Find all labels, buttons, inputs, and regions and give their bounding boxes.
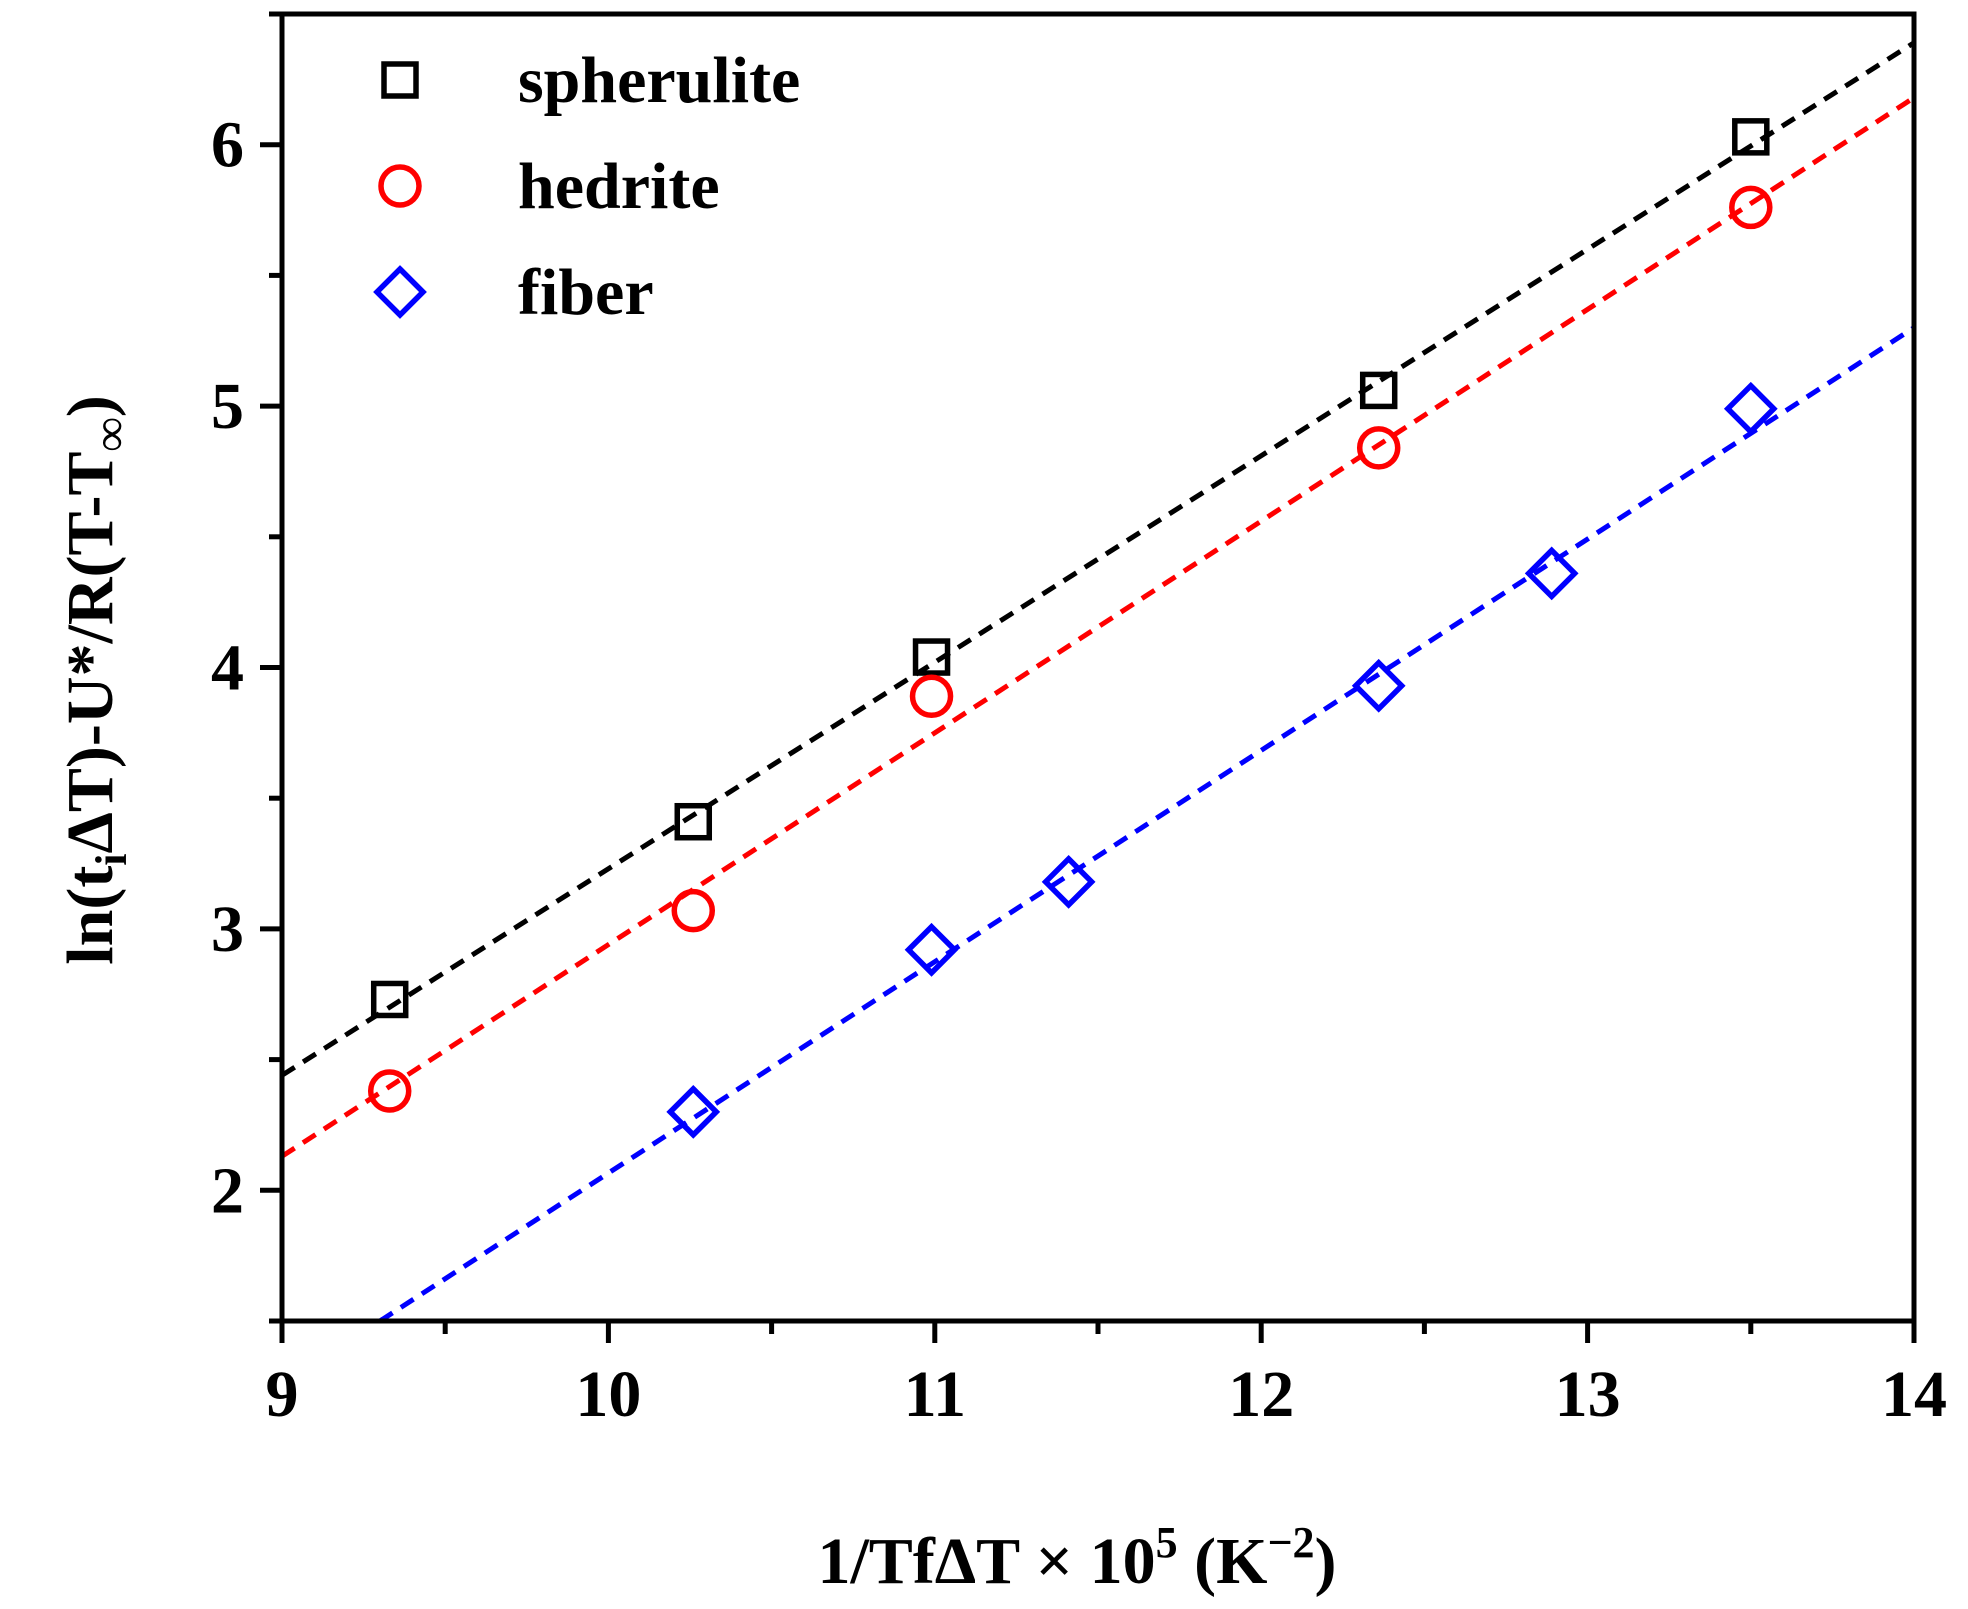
y-tick-label: 4 xyxy=(211,632,244,705)
x-axis-title-main: 1/TfΔT × 10 xyxy=(817,1525,1155,1598)
x-tick-label: 12 xyxy=(1228,1358,1294,1431)
data-point-fiber xyxy=(1041,854,1096,909)
y-tick-label: 2 xyxy=(211,1154,244,1227)
y-axis-title: ln(tiΔT)-U*/R(T-T∞) xyxy=(54,395,137,964)
legend-label-fiber: fiber xyxy=(518,256,654,329)
data-point-spherulite xyxy=(1359,371,1398,410)
y-tick-label: 6 xyxy=(211,109,244,182)
y-axis-title-subscript: i xyxy=(87,853,136,865)
legend-label-hedrite: hedrite xyxy=(518,150,720,223)
data-point-fiber xyxy=(1351,658,1406,713)
legend-marker-hedrite xyxy=(378,164,422,208)
data-point-spherulite xyxy=(674,802,713,841)
data-point-fiber xyxy=(1723,381,1778,436)
legend: spherulite hedrite fiber xyxy=(373,44,800,329)
data-point-hedrite xyxy=(1356,426,1401,470)
x-tick-label: 10 xyxy=(575,1358,641,1431)
x-axis-title-unit-exponent: −2 xyxy=(1267,1518,1314,1567)
data-point-hedrite xyxy=(367,1069,412,1113)
data-point-spherulite xyxy=(1732,118,1770,156)
x-axis-title-unit-open: (K xyxy=(1178,1525,1268,1598)
x-tick-label: 9 xyxy=(266,1358,299,1431)
fit-lines xyxy=(282,40,1914,1321)
y-axis-title-part3: ) xyxy=(54,395,127,417)
y-axis-title-part2: ΔT)-U*/R(T-T xyxy=(54,452,127,854)
x-tick-label: 14 xyxy=(1881,1358,1947,1431)
x-axis-title-unit-close: ) xyxy=(1315,1525,1337,1598)
y-tick-label: 5 xyxy=(211,370,244,443)
data-point-hedrite xyxy=(909,674,954,719)
data-point-spherulite xyxy=(370,980,409,1019)
y-axis-title-subscript-infinity: ∞ xyxy=(84,417,137,451)
data-point-hedrite xyxy=(671,888,716,933)
x-axis-title-exponent: 5 xyxy=(1156,1518,1178,1567)
fit-line-fiber xyxy=(378,325,1914,1321)
axes: 9 10 11 12 13 14 2 3 4 5 6 xyxy=(211,11,1947,1431)
data-points xyxy=(367,118,1778,1139)
legend-label-spherulite: spherulite xyxy=(518,44,800,117)
data-point-hedrite xyxy=(1729,185,1773,230)
y-axis-title-part1: ln(t xyxy=(54,866,127,965)
fit-line-spherulite xyxy=(282,40,1914,1078)
y-tick-label: 3 xyxy=(211,893,244,966)
x-tick-label: 13 xyxy=(1555,1358,1621,1431)
x-tick-label: 11 xyxy=(904,1358,966,1431)
legend-marker-fiber xyxy=(373,265,427,319)
data-point-fiber xyxy=(904,922,959,977)
legend-marker-spherulite xyxy=(381,61,419,99)
x-axis-title: 1/TfΔT × 105 (K−2) xyxy=(817,1518,1336,1598)
data-point-fiber xyxy=(666,1084,721,1139)
data-point-fiber xyxy=(1524,546,1579,601)
data-point-spherulite xyxy=(912,638,951,676)
